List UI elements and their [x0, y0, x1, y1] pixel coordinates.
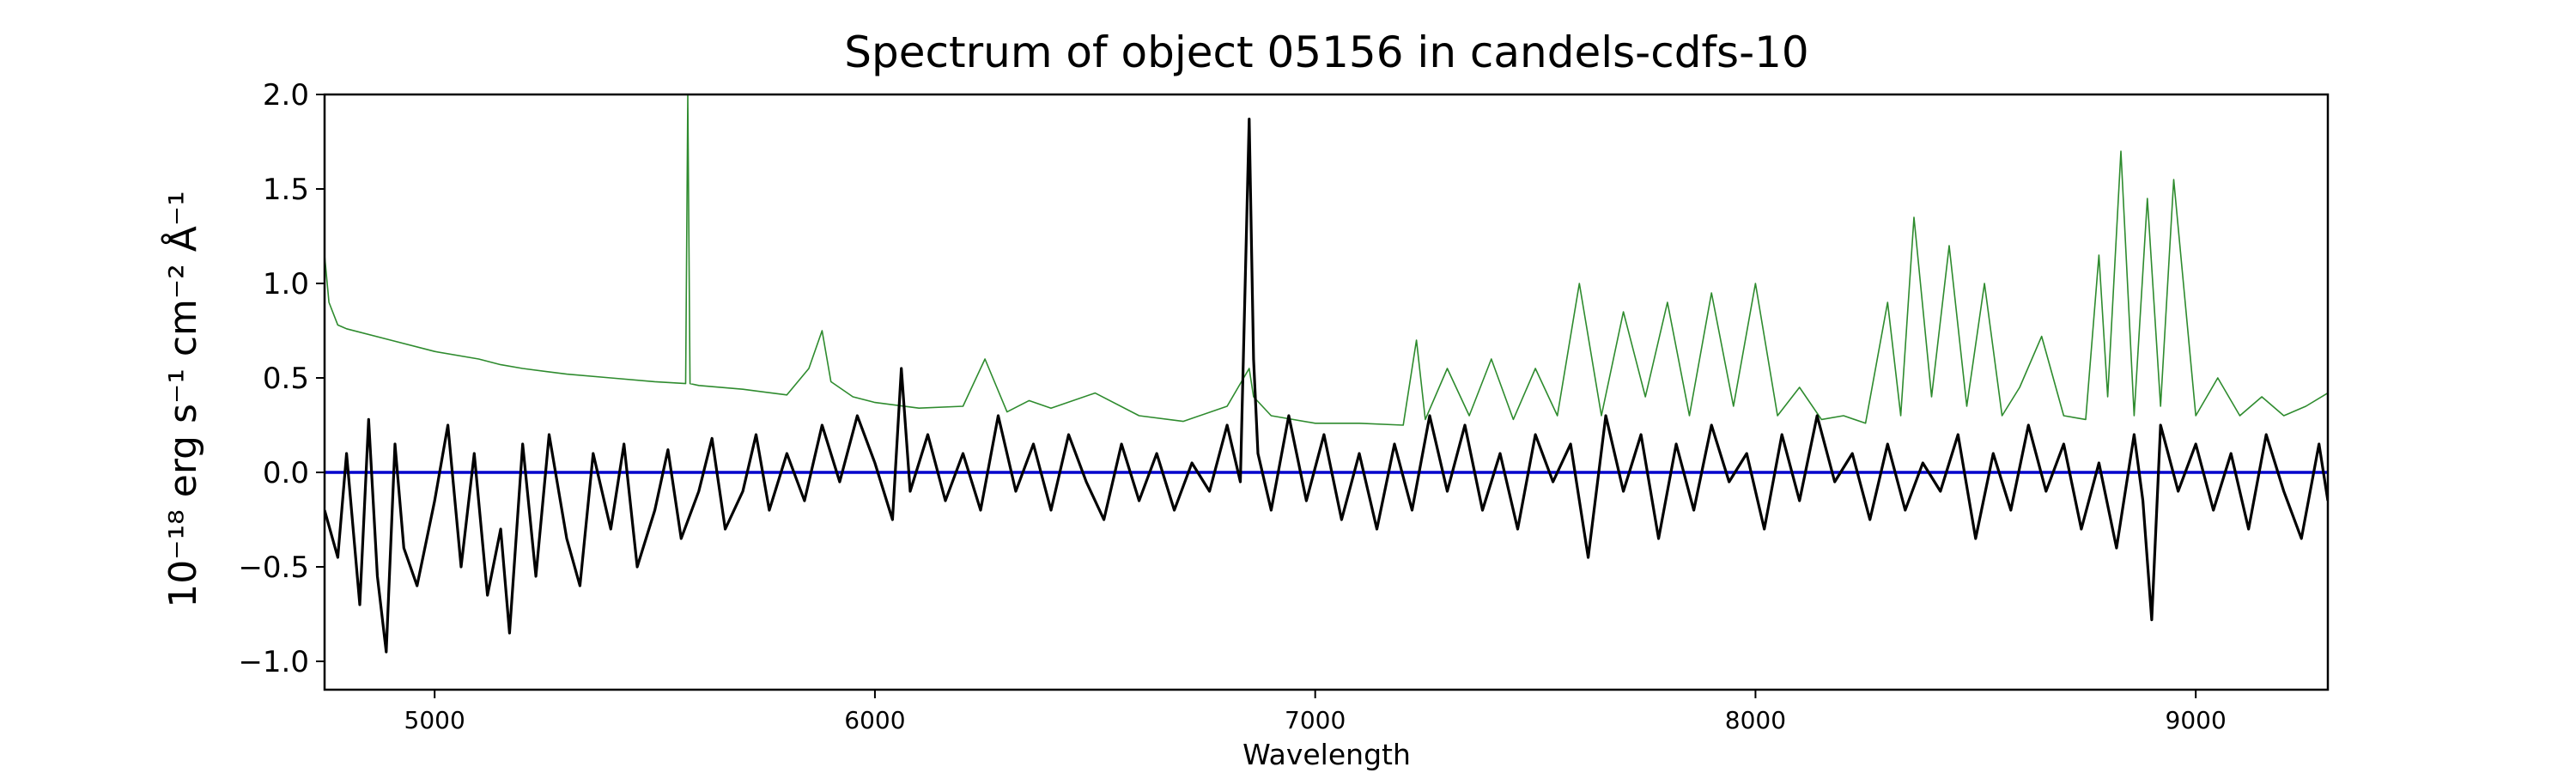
y-axis: −1.0 −0.5 0.0 0.5 1.0 1.5 2.0 — [238, 78, 325, 679]
x-tick-label: 6000 — [844, 706, 905, 734]
y-axis-label: 10⁻¹⁸ erg s⁻¹ cm⁻² Å⁻¹ — [160, 191, 205, 607]
x-tick-label: 9000 — [2166, 706, 2227, 734]
x-tick-label: 8000 — [1725, 706, 1786, 734]
y-tick-label: 0.0 — [263, 456, 309, 490]
chart-title: Spectrum of object 05156 in candels-cdfs… — [844, 27, 1809, 77]
y-tick-label: 2.0 — [263, 78, 309, 113]
y-tick-label: −0.5 — [238, 551, 309, 585]
x-tick-label: 5000 — [404, 706, 465, 734]
y-tick-label: 1.5 — [263, 173, 309, 207]
plot-frame — [323, 93, 2330, 691]
y-tick-label: −1.0 — [238, 645, 309, 679]
y-tick-label: 1.0 — [263, 267, 309, 301]
x-axis-label: Wavelength — [1242, 738, 1411, 771]
plot-area — [325, 94, 2328, 654]
y-tick-label: 0.5 — [263, 362, 309, 396]
flux-series-line — [325, 118, 2328, 654]
error-series-line — [325, 94, 2328, 426]
x-axis: 5000 6000 7000 8000 9000 — [404, 690, 2227, 734]
x-tick-label: 7000 — [1285, 706, 1346, 734]
